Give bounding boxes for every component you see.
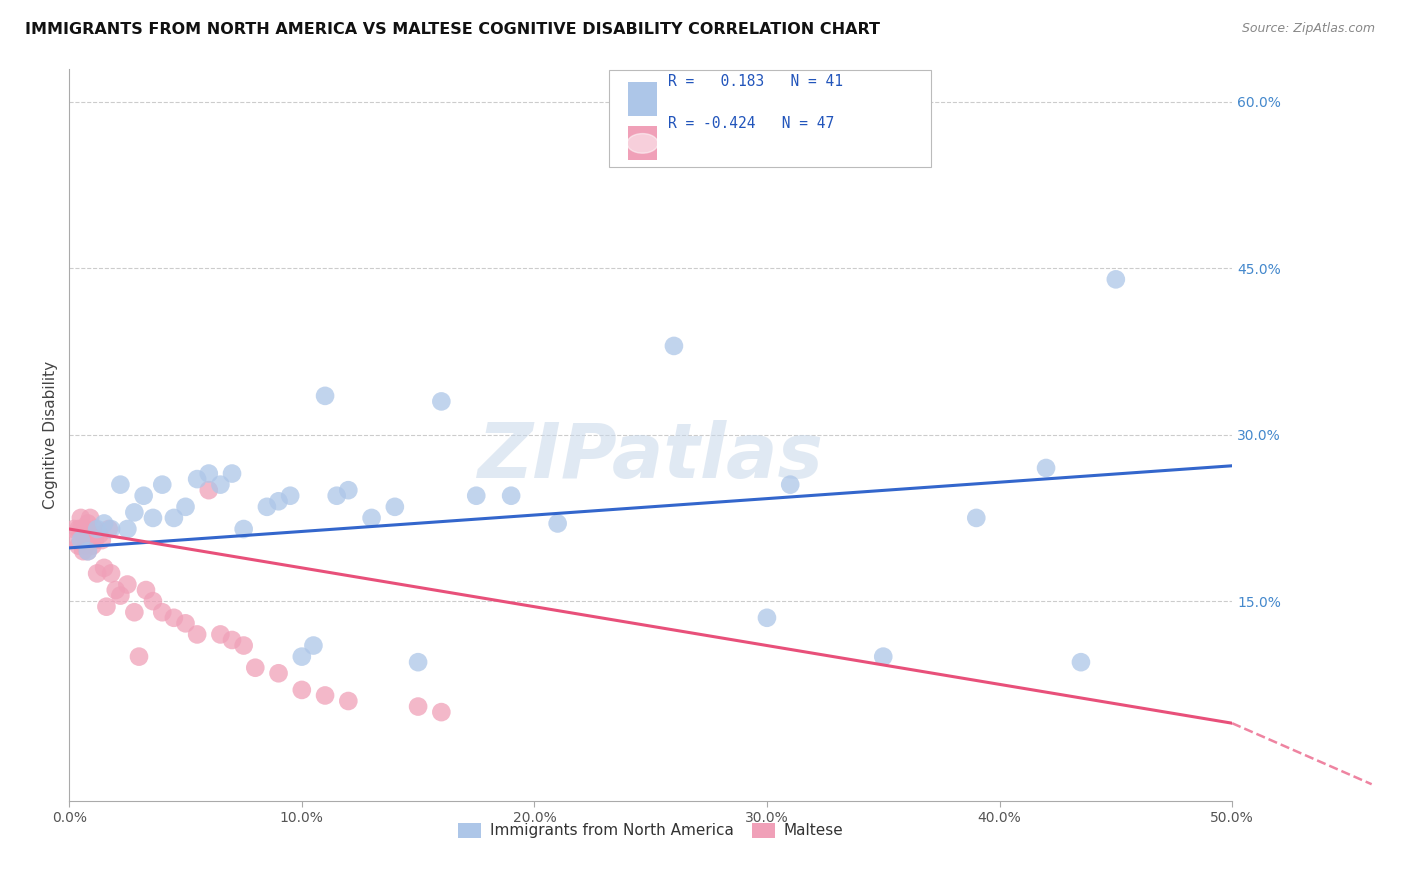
Legend: Immigrants from North America, Maltese: Immigrants from North America, Maltese — [451, 817, 849, 845]
Point — [70, 533, 93, 548]
Point — [75, 522, 97, 536]
Point — [135, 582, 157, 597]
Point — [63, 522, 86, 536]
Point — [232, 522, 254, 536]
Point — [256, 500, 278, 514]
Point — [110, 589, 132, 603]
Point — [1070, 655, 1092, 669]
Point — [83, 533, 105, 548]
Point — [278, 489, 301, 503]
Point — [406, 699, 429, 714]
Point — [96, 599, 118, 614]
Point — [384, 500, 406, 514]
Point — [174, 616, 197, 631]
Point — [76, 544, 98, 558]
Point — [163, 611, 186, 625]
Point — [128, 649, 150, 664]
Point — [779, 477, 801, 491]
Point — [662, 339, 685, 353]
Point — [209, 477, 232, 491]
Point — [117, 577, 139, 591]
Point — [1105, 272, 1128, 286]
Point — [197, 483, 219, 498]
Point — [124, 605, 146, 619]
Point — [360, 511, 382, 525]
Point — [325, 489, 347, 503]
Point — [142, 594, 165, 608]
Point — [547, 516, 569, 531]
Point — [197, 467, 219, 481]
Text: Source: ZipAtlas.com: Source: ZipAtlas.com — [1241, 22, 1375, 36]
Point — [291, 649, 314, 664]
Point — [302, 639, 325, 653]
Point — [142, 511, 165, 525]
Point — [70, 522, 93, 536]
Point — [174, 500, 197, 514]
Point — [430, 394, 453, 409]
Point — [110, 477, 132, 491]
Point — [72, 527, 94, 541]
Point — [72, 544, 94, 558]
Point — [86, 522, 108, 536]
Point — [124, 505, 146, 519]
Point — [186, 472, 208, 486]
Point — [314, 689, 336, 703]
Point — [314, 389, 336, 403]
Point — [86, 566, 108, 581]
Point — [97, 522, 120, 536]
Point — [75, 539, 97, 553]
Point — [337, 483, 360, 498]
Point — [755, 611, 778, 625]
Point — [221, 467, 243, 481]
Point — [186, 627, 208, 641]
Point — [872, 649, 894, 664]
Point — [79, 511, 101, 525]
Point — [100, 522, 122, 536]
Point — [465, 489, 488, 503]
Point — [104, 582, 127, 597]
Point — [267, 494, 290, 508]
Point — [267, 666, 290, 681]
Point — [82, 539, 104, 553]
Point — [93, 516, 115, 531]
Text: R = -0.424   N = 47: R = -0.424 N = 47 — [668, 116, 834, 131]
Point — [79, 527, 101, 541]
Point — [337, 694, 360, 708]
Point — [117, 522, 139, 536]
Point — [430, 705, 453, 719]
Point — [67, 522, 90, 536]
Point — [132, 489, 155, 503]
Point — [70, 511, 93, 525]
Point — [82, 527, 104, 541]
Point — [76, 544, 98, 558]
Point — [150, 477, 173, 491]
Text: IMMIGRANTS FROM NORTH AMERICA VS MALTESE COGNITIVE DISABILITY CORRELATION CHART: IMMIGRANTS FROM NORTH AMERICA VS MALTESE… — [25, 22, 880, 37]
Point — [76, 516, 98, 531]
Point — [245, 661, 267, 675]
Point — [93, 561, 115, 575]
Y-axis label: Cognitive Disability: Cognitive Disability — [44, 360, 58, 508]
Point — [232, 639, 254, 653]
Point — [965, 511, 987, 525]
Point — [90, 533, 112, 548]
Point — [65, 533, 87, 548]
Point — [221, 632, 243, 647]
Point — [67, 539, 90, 553]
Point — [89, 527, 111, 541]
Point — [100, 566, 122, 581]
Point — [1035, 461, 1057, 475]
Point — [209, 627, 232, 641]
Point — [501, 489, 523, 503]
Point — [150, 605, 173, 619]
Point — [83, 522, 105, 536]
Text: R =   0.183   N = 41: R = 0.183 N = 41 — [668, 74, 842, 89]
Point — [163, 511, 186, 525]
Point — [291, 682, 314, 697]
Text: ZIPatlas: ZIPatlas — [478, 419, 824, 493]
Point — [406, 655, 429, 669]
